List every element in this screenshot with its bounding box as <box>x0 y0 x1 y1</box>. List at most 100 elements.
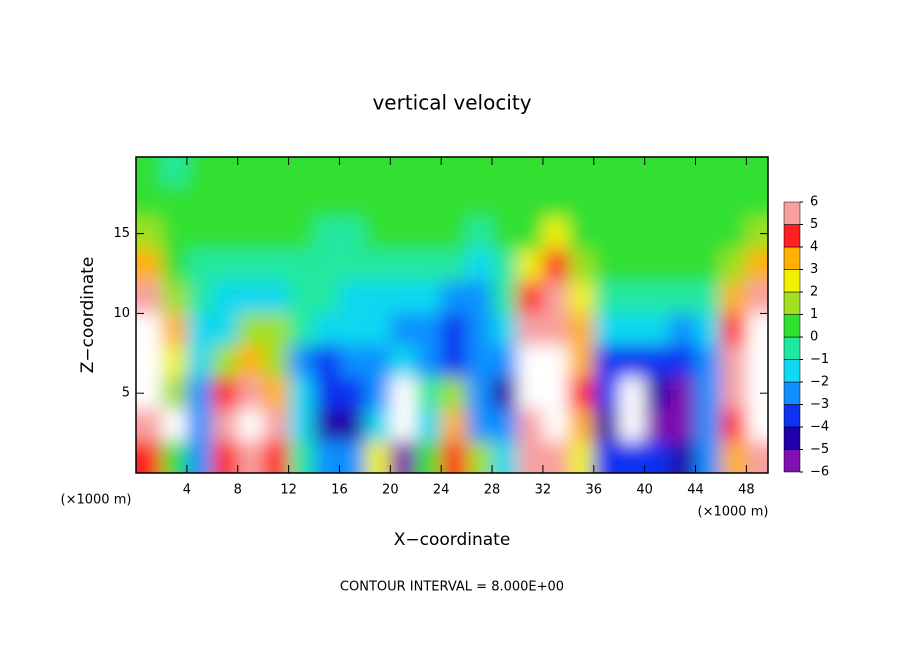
x-axis-label: X−coordinate <box>394 530 511 550</box>
cell <box>441 217 468 251</box>
cell <box>237 377 264 410</box>
cell <box>695 249 722 282</box>
colorbar-swatch <box>783 314 801 338</box>
cell <box>263 377 290 410</box>
cell <box>314 409 340 442</box>
cell <box>619 409 646 442</box>
x-tick-label: 48 <box>738 483 755 498</box>
cell <box>237 313 264 346</box>
cell <box>593 281 620 314</box>
cell <box>364 377 391 410</box>
cell <box>288 441 315 473</box>
colorbar-tick-label: −5 <box>810 442 829 457</box>
cell <box>186 345 213 378</box>
cell <box>390 217 417 251</box>
cell <box>314 441 340 473</box>
cell <box>186 377 213 410</box>
cell <box>670 217 697 251</box>
cell <box>670 345 697 378</box>
cell <box>466 441 493 473</box>
cell <box>746 377 768 410</box>
cell <box>670 185 697 219</box>
cell <box>339 281 366 314</box>
cell <box>619 157 646 187</box>
cell <box>695 281 722 314</box>
cell <box>186 185 213 219</box>
cell <box>212 249 239 282</box>
cell <box>263 249 290 282</box>
cell <box>161 281 188 314</box>
cell <box>720 441 747 473</box>
colorbar-swatch <box>783 269 801 293</box>
cell <box>720 281 747 314</box>
cell <box>593 249 620 282</box>
cell <box>619 217 646 251</box>
cell <box>212 313 239 346</box>
cell <box>695 377 722 410</box>
cell <box>136 345 162 378</box>
cell <box>542 281 569 314</box>
cell <box>517 185 544 219</box>
colorbar-tick-label: 0 <box>810 330 818 345</box>
cell <box>670 157 697 187</box>
plot-frame <box>135 156 769 474</box>
cell <box>466 217 493 251</box>
cell <box>288 185 315 219</box>
cell <box>339 409 366 442</box>
colorbar-tick-label: −1 <box>810 352 829 367</box>
cell <box>212 217 239 251</box>
cell <box>212 185 239 219</box>
cell <box>695 313 722 346</box>
cell <box>263 409 290 442</box>
cell <box>644 409 671 442</box>
cell <box>517 217 544 251</box>
cell <box>339 217 366 251</box>
cell <box>390 377 417 410</box>
cell <box>466 313 493 346</box>
cell <box>568 185 595 219</box>
cell <box>542 185 569 219</box>
cell <box>720 185 747 219</box>
cell <box>186 157 213 187</box>
cell <box>670 441 697 473</box>
cell <box>568 313 595 346</box>
cell <box>746 345 768 378</box>
cell <box>542 441 569 473</box>
cell <box>517 345 544 378</box>
cell <box>568 217 595 251</box>
cell <box>339 377 366 410</box>
x-unit: (×1000 m) <box>698 505 769 520</box>
cell <box>288 409 315 442</box>
cell <box>466 409 493 442</box>
cell <box>390 281 417 314</box>
cell <box>314 249 340 282</box>
cell <box>314 345 340 378</box>
cell <box>492 441 518 473</box>
cell <box>542 157 569 187</box>
cell <box>288 313 315 346</box>
colorbar-swatch <box>783 224 801 248</box>
cell <box>492 249 518 282</box>
cell <box>237 157 264 187</box>
cell <box>364 217 391 251</box>
cell <box>161 249 188 282</box>
colorbar-tick-label: 5 <box>810 217 818 232</box>
colorbar-swatch <box>783 246 801 270</box>
cell <box>314 217 340 251</box>
cell <box>161 157 188 187</box>
cell <box>237 345 264 378</box>
colorbar-tick-label: −3 <box>810 397 829 412</box>
cell <box>466 249 493 282</box>
cell <box>466 345 493 378</box>
cell <box>593 377 620 410</box>
cell <box>517 409 544 442</box>
cell <box>390 345 417 378</box>
cell <box>517 157 544 187</box>
cell <box>695 441 722 473</box>
cell <box>568 441 595 473</box>
cell <box>746 217 768 251</box>
cell <box>263 185 290 219</box>
cell <box>161 409 188 442</box>
cell <box>517 377 544 410</box>
